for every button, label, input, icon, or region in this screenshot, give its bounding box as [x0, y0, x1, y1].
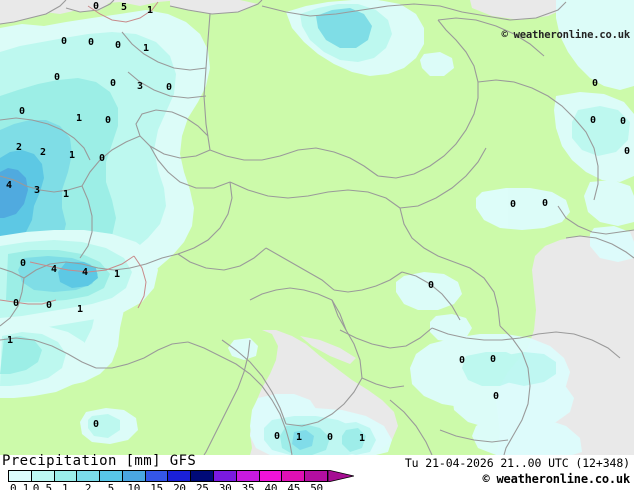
- precip-value-label: 0: [591, 78, 599, 89]
- precip-value-label: 1: [75, 113, 83, 124]
- legend-footer: Precipitation [mm] GFS 0.1 0.5 1 2 5 10 15 20 25…: [0, 453, 634, 490]
- colorbar-swatch: [282, 471, 306, 481]
- colorbar-arrow-icon: [328, 470, 354, 482]
- precip-value-label: 5: [120, 2, 128, 13]
- colorbar-swatch: [259, 471, 283, 481]
- precipitation-overlay: [0, 0, 634, 455]
- precip-value-label: 1: [62, 189, 70, 200]
- colorbar: [8, 470, 328, 482]
- precip-value-label: 0: [92, 1, 100, 12]
- precip-value-label: 1: [295, 432, 303, 443]
- colorbar-swatch: [77, 471, 101, 481]
- precip-value-label: 0: [165, 82, 173, 93]
- colorbar-tick-label: 0.5: [32, 482, 52, 490]
- precip-value-label: 0: [541, 198, 549, 209]
- colorbar-tick-label: 35: [241, 482, 255, 490]
- colorbar-ticks: 0.1 0.5 1 2 5 10 15 20 25 30 35 40 45 50: [0, 482, 360, 490]
- precip-value-label: 0: [489, 354, 497, 365]
- precip-value-label: 4: [50, 264, 58, 275]
- precip-value-label: 0: [60, 36, 68, 47]
- colorbar-swatch: [305, 471, 327, 481]
- precip-value-label: 0: [458, 355, 466, 366]
- colorbar-tick-label: 15: [150, 482, 163, 490]
- copyright-watermark-top: © weatheronline.co.uk: [501, 29, 630, 41]
- precip-value-label: 1: [68, 150, 76, 161]
- precip-value-label: 0: [87, 37, 95, 48]
- colorbar-tick-label: 2: [84, 482, 92, 490]
- colorbar-tick-label: 45: [287, 482, 301, 490]
- colorbar-swatch: [31, 471, 55, 481]
- precip-value-label: 0: [326, 432, 334, 443]
- precip-value-label: 0: [92, 419, 100, 430]
- colorbar-swatch: [100, 471, 123, 481]
- precip-value-label: 0: [109, 78, 117, 89]
- colorbar-swatch: [9, 471, 32, 481]
- colorbar-tick-label: 30: [218, 482, 232, 490]
- precip-value-label: 0: [53, 72, 61, 83]
- precip-value-label: 0: [623, 146, 631, 157]
- precip-value-label: 4: [5, 180, 13, 191]
- colorbar-tick-label: 25: [195, 482, 209, 490]
- map-svg: [0, 0, 634, 455]
- precip-value-label: 0: [45, 300, 53, 311]
- precip-value-label: 0: [104, 115, 112, 126]
- precip-value-label: 0: [273, 431, 281, 442]
- legend-title: Precipitation [mm] GFS: [2, 453, 197, 469]
- precip-value-label: 3: [136, 81, 144, 92]
- precip-value-label: 0: [98, 153, 106, 164]
- colorbar-swatch: [214, 471, 237, 481]
- precip-value-label: 1: [76, 304, 84, 315]
- precip-value-label: 4: [81, 267, 89, 278]
- precip-value-label: 0: [18, 106, 26, 117]
- colorbar-tick-label: 20: [173, 482, 186, 490]
- precip-value-label: 3: [33, 185, 41, 196]
- country-borders: [0, 0, 634, 455]
- colorbar-tick-label: 50: [310, 482, 323, 490]
- colorbar-tick-label: 10: [127, 482, 141, 490]
- precip-value-label: 2: [39, 147, 47, 158]
- precip-value-label: 0: [589, 115, 597, 126]
- colorbar-swatch: [191, 471, 215, 481]
- rivers: [0, 1, 159, 309]
- precip-value-label: 0: [509, 199, 517, 210]
- precip-value-label: 0: [114, 40, 122, 51]
- precip-value-label: 0: [492, 391, 500, 402]
- copyright-watermark-bottom: © weatheronline.co.uk: [482, 472, 630, 486]
- forecast-timestamp: Tu 21-04-2026 21..00 UTC (12+348): [404, 456, 630, 470]
- precip-value-label: 0: [427, 280, 435, 291]
- precip-value-label: 1: [146, 5, 154, 16]
- colorbar-swatch: [54, 471, 78, 481]
- precip-value-label: 0: [19, 258, 27, 269]
- colorbar-swatch: [168, 471, 192, 481]
- colorbar-tick-label: 1: [61, 482, 69, 490]
- precip-value-label: 0: [12, 298, 20, 309]
- precip-value-label: 1: [6, 335, 14, 346]
- precip-value-label: 1: [142, 43, 150, 54]
- colorbar-tick-label: 40: [264, 482, 278, 490]
- colorbar-swatch: [122, 471, 146, 481]
- precip-value-label: 1: [113, 269, 121, 280]
- colorbar-tick-label: 5: [107, 482, 115, 490]
- precip-value-label: 0: [619, 116, 627, 127]
- precip-value-label: 1: [358, 433, 366, 444]
- colorbar-swatch: [236, 471, 260, 481]
- colorbar-swatch: [145, 471, 169, 481]
- precip-value-label: 2: [15, 142, 23, 153]
- colorbar-tick-label: 0.1: [9, 482, 29, 490]
